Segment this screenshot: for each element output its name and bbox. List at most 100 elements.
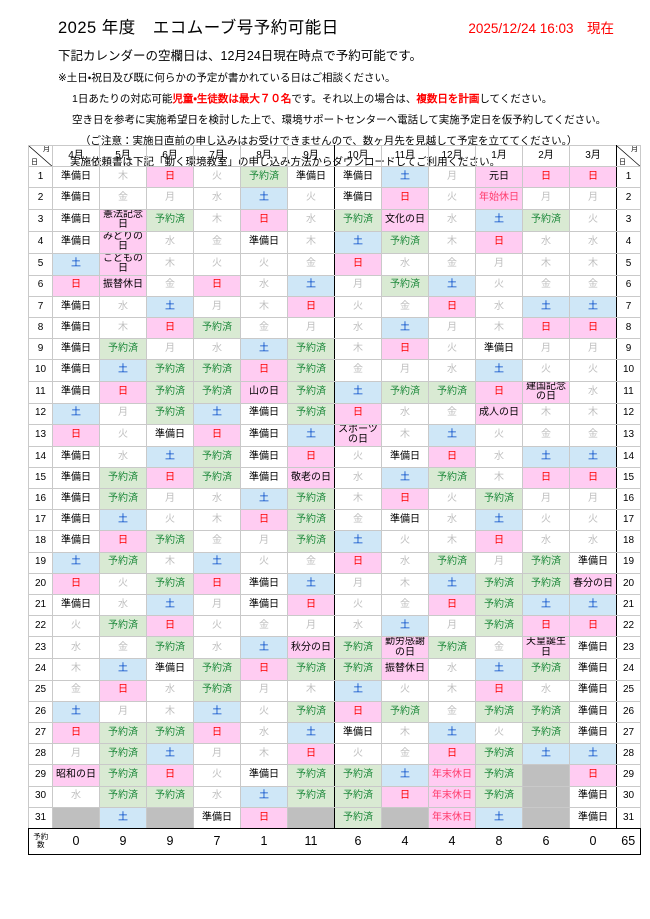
calendar-cell-9-29[interactable]: 予約済	[287, 764, 335, 787]
calendar-cell-2-22[interactable]: 日	[522, 615, 570, 638]
calendar-cell-10-6[interactable]: 月	[334, 274, 382, 297]
calendar-cell-3-27[interactable]: 準備日	[569, 721, 617, 745]
calendar-cell-11-27[interactable]: 木	[381, 721, 429, 745]
calendar-cell-6-9[interactable]: 月	[146, 338, 194, 361]
calendar-cell-10-25[interactable]: 土	[334, 679, 382, 702]
calendar-cell-4-25[interactable]: 金	[52, 679, 100, 702]
calendar-cell-12-31[interactable]: 年末休日	[428, 806, 476, 829]
calendar-cell-3-19[interactable]: 準備日	[569, 551, 617, 574]
calendar-cell-3-28[interactable]: 土	[569, 743, 617, 766]
calendar-cell-6-8[interactable]: 日	[146, 316, 194, 340]
calendar-cell-6-1[interactable]: 日	[146, 166, 194, 189]
calendar-cell-4-27[interactable]: 日	[52, 721, 100, 745]
calendar-cell-6-26[interactable]: 木	[146, 700, 194, 723]
calendar-cell-3-18[interactable]: 水	[569, 530, 617, 553]
calendar-cell-6-27[interactable]: 予約済	[146, 721, 194, 745]
calendar-cell-2-11[interactable]: 建国記念 の日	[522, 380, 570, 404]
calendar-cell-4-14[interactable]: 準備日	[52, 445, 100, 468]
calendar-cell-5-17[interactable]: 土	[99, 509, 147, 532]
calendar-cell-8-28[interactable]: 木	[240, 743, 288, 766]
calendar-cell-12-30[interactable]: 年末休日	[428, 785, 476, 808]
calendar-cell-6-12[interactable]: 予約済	[146, 402, 194, 425]
calendar-cell-3-6[interactable]: 金	[569, 274, 617, 297]
calendar-cell-1-3[interactable]: 土	[475, 208, 523, 232]
calendar-cell-9-21[interactable]: 日	[287, 593, 335, 617]
calendar-cell-9-23[interactable]: 秋分の日	[287, 636, 335, 660]
calendar-cell-1-11[interactable]: 日	[475, 380, 523, 404]
calendar-cell-3-16[interactable]: 月	[569, 488, 617, 511]
calendar-cell-3-12[interactable]: 木	[569, 402, 617, 425]
calendar-cell-7-8[interactable]: 予約済	[193, 316, 241, 340]
calendar-cell-1-6[interactable]: 火	[475, 274, 523, 297]
calendar-cell-11-5[interactable]: 水	[381, 252, 429, 276]
calendar-cell-5-16[interactable]: 予約済	[99, 488, 147, 511]
calendar-cell-9-1[interactable]: 準備日	[287, 166, 335, 189]
calendar-cell-8-18[interactable]: 月	[240, 530, 288, 553]
calendar-cell-7-29[interactable]: 火	[193, 764, 241, 787]
calendar-cell-7-21[interactable]: 月	[193, 593, 241, 617]
calendar-cell-7-25[interactable]: 予約済	[193, 679, 241, 702]
calendar-cell-8-8[interactable]: 金	[240, 316, 288, 340]
calendar-cell-5-28[interactable]: 予約済	[99, 743, 147, 766]
calendar-cell-6-5[interactable]: 木	[146, 252, 194, 276]
calendar-cell-11-7[interactable]: 金	[381, 295, 429, 318]
calendar-cell-1-28[interactable]: 予約済	[475, 743, 523, 766]
calendar-cell-2-6[interactable]: 金	[522, 274, 570, 297]
calendar-cell-1-7[interactable]: 水	[475, 295, 523, 318]
calendar-cell-2-12[interactable]: 木	[522, 402, 570, 425]
calendar-cell-11-13[interactable]: 木	[381, 423, 429, 447]
calendar-cell-7-28[interactable]: 月	[193, 743, 241, 766]
calendar-cell-7-22[interactable]: 火	[193, 615, 241, 638]
calendar-cell-6-24[interactable]: 準備日	[146, 658, 194, 681]
calendar-cell-4-22[interactable]: 火	[52, 615, 100, 638]
calendar-cell-12-12[interactable]: 金	[428, 402, 476, 425]
calendar-cell-10-2[interactable]: 準備日	[334, 187, 382, 210]
calendar-cell-2-25[interactable]: 水	[522, 679, 570, 702]
calendar-cell-4-1[interactable]: 準備日	[52, 166, 100, 189]
calendar-cell-5-24[interactable]: 土	[99, 658, 147, 681]
calendar-cell-3-17[interactable]: 火	[569, 509, 617, 532]
calendar-cell-12-17[interactable]: 水	[428, 509, 476, 532]
calendar-cell-8-26[interactable]: 火	[240, 700, 288, 723]
calendar-cell-5-23[interactable]: 金	[99, 636, 147, 660]
calendar-cell-1-14[interactable]: 水	[475, 445, 523, 468]
calendar-cell-6-10[interactable]: 予約済	[146, 359, 194, 382]
calendar-cell-4-16[interactable]: 準備日	[52, 488, 100, 511]
calendar-cell-8-22[interactable]: 金	[240, 615, 288, 638]
calendar-cell-11-28[interactable]: 金	[381, 743, 429, 766]
calendar-cell-1-2[interactable]: 年始休日	[475, 187, 523, 210]
calendar-cell-12-3[interactable]: 水	[428, 208, 476, 232]
calendar-cell-4-12[interactable]: 土	[52, 402, 100, 425]
calendar-cell-4-10[interactable]: 準備日	[52, 359, 100, 382]
calendar-cell-12-25[interactable]: 木	[428, 679, 476, 702]
calendar-cell-7-13[interactable]: 日	[193, 423, 241, 447]
calendar-cell-9-28[interactable]: 日	[287, 743, 335, 766]
calendar-cell-8-23[interactable]: 土	[240, 636, 288, 660]
calendar-cell-12-20[interactable]: 土	[428, 572, 476, 596]
calendar-cell-4-28[interactable]: 月	[52, 743, 100, 766]
calendar-cell-11-10[interactable]: 月	[381, 359, 429, 382]
calendar-cell-2-2[interactable]: 月	[522, 187, 570, 210]
calendar-cell-11-2[interactable]: 日	[381, 187, 429, 210]
calendar-cell-11-19[interactable]: 水	[381, 551, 429, 574]
calendar-cell-10-9[interactable]: 木	[334, 338, 382, 361]
calendar-cell-12-2[interactable]: 火	[428, 187, 476, 210]
calendar-cell-8-29[interactable]: 準備日	[240, 764, 288, 787]
calendar-cell-8-20[interactable]: 準備日	[240, 572, 288, 596]
calendar-cell-10-11[interactable]: 土	[334, 380, 382, 404]
calendar-cell-7-23[interactable]: 水	[193, 636, 241, 660]
calendar-cell-6-11[interactable]: 予約済	[146, 380, 194, 404]
calendar-cell-3-2[interactable]: 月	[569, 187, 617, 210]
calendar-cell-8-6[interactable]: 水	[240, 274, 288, 297]
calendar-cell-5-14[interactable]: 水	[99, 445, 147, 468]
calendar-cell-9-5[interactable]: 金	[287, 252, 335, 276]
calendar-cell-7-14[interactable]: 予約済	[193, 445, 241, 468]
calendar-cell-7-20[interactable]: 日	[193, 572, 241, 596]
calendar-cell-10-4[interactable]: 土	[334, 230, 382, 254]
calendar-cell-1-26[interactable]: 予約済	[475, 700, 523, 723]
calendar-cell-11-1[interactable]: 土	[381, 166, 429, 189]
calendar-cell-8-25[interactable]: 月	[240, 679, 288, 702]
calendar-cell-5-10[interactable]: 土	[99, 359, 147, 382]
calendar-cell-12-5[interactable]: 金	[428, 252, 476, 276]
calendar-cell-6-7[interactable]: 土	[146, 295, 194, 318]
